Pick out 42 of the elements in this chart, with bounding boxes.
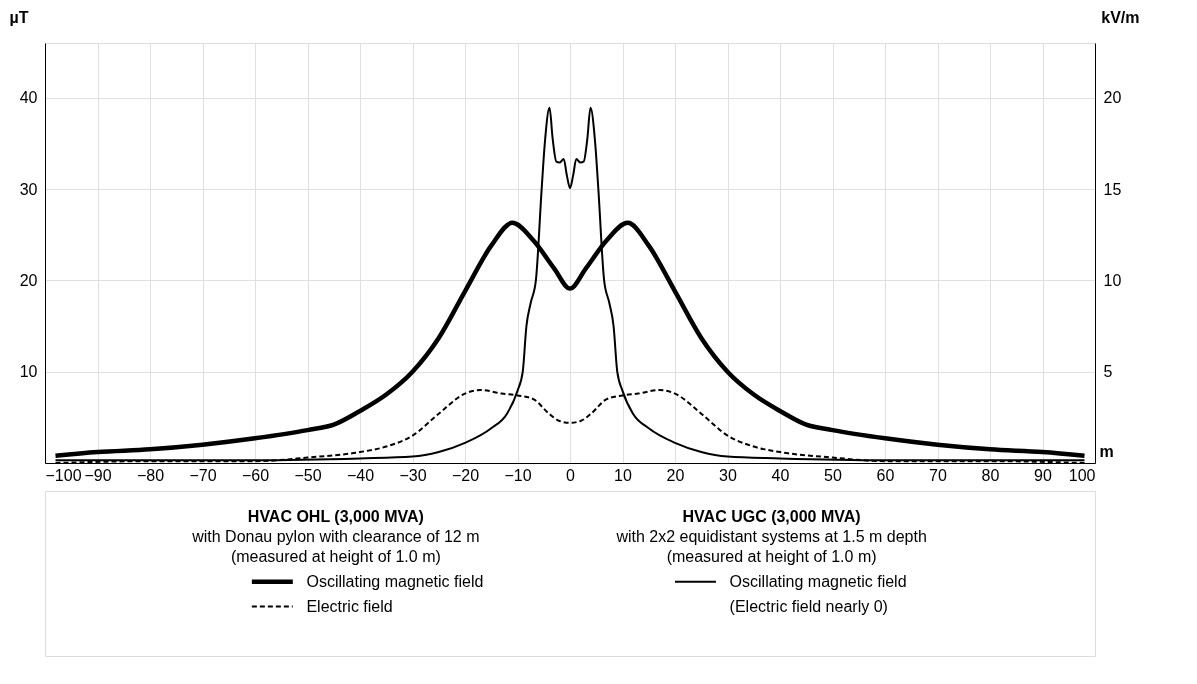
text: HVAC OHL (3,000 MVA): [247, 508, 424, 526]
y-tick-label: 40: [19, 89, 38, 107]
x-tick-label: −60: [241, 466, 270, 484]
text: (measured at height of 1.0 m): [666, 548, 877, 565]
x-tick-label: −40: [346, 466, 375, 484]
x-tick-label: 50: [824, 466, 842, 484]
y-tick-label: 10: [19, 363, 38, 381]
text: (measured at height of 1.0 m): [230, 548, 441, 565]
x-tick-label: −30: [399, 466, 427, 484]
x-tick-label: 90: [1034, 466, 1052, 484]
text: (Electric field nearly 0): [729, 597, 888, 615]
x-tick-label: 70: [929, 466, 947, 484]
x-tick-label: 0: [566, 466, 576, 484]
x-tick-label: −20: [451, 466, 480, 484]
x-tick-label: 80: [981, 466, 1000, 484]
x-tick-label: 10: [614, 466, 632, 484]
x-tick-label: 30: [719, 466, 737, 484]
y2-tick-label: 10: [1103, 271, 1122, 289]
x-tick-label: 20: [666, 466, 685, 484]
x-tick-label: −90: [84, 466, 112, 484]
x-tick-label: −10: [504, 466, 532, 484]
text: with 2x2 equidistant systems at 1.5 m depth: [615, 528, 927, 546]
x-tick-label: −80: [136, 466, 165, 484]
x-axis-title: m: [1099, 442, 1114, 460]
y2-tick-label: 15: [1103, 180, 1122, 198]
y2-tick-label: 5: [1103, 363, 1113, 381]
legend-label: Electric field: [306, 597, 393, 615]
x-tick-label: −70: [189, 466, 217, 484]
text: HVAC UGC (3,000 MVA): [682, 508, 861, 526]
x-tick-label: −50: [294, 466, 322, 484]
x-tick-label: 40: [771, 466, 790, 484]
legend-label: Oscillating magnetic field: [306, 572, 484, 590]
y-axis-title: µT: [9, 8, 29, 26]
y-tick-label: 20: [19, 271, 38, 289]
legend-label: Oscillating magnetic field: [729, 572, 907, 590]
y2-axis-title: kV/m: [1101, 8, 1140, 26]
y-tick-label: 30: [19, 180, 38, 198]
x-tick-label: 60: [876, 466, 895, 484]
y2-tick-label: 20: [1103, 89, 1122, 107]
x-tick-label: 100: [1068, 466, 1096, 484]
x-tick-label: −100: [45, 466, 82, 484]
text: with Donau pylon with clearance of 12 m: [191, 528, 480, 546]
